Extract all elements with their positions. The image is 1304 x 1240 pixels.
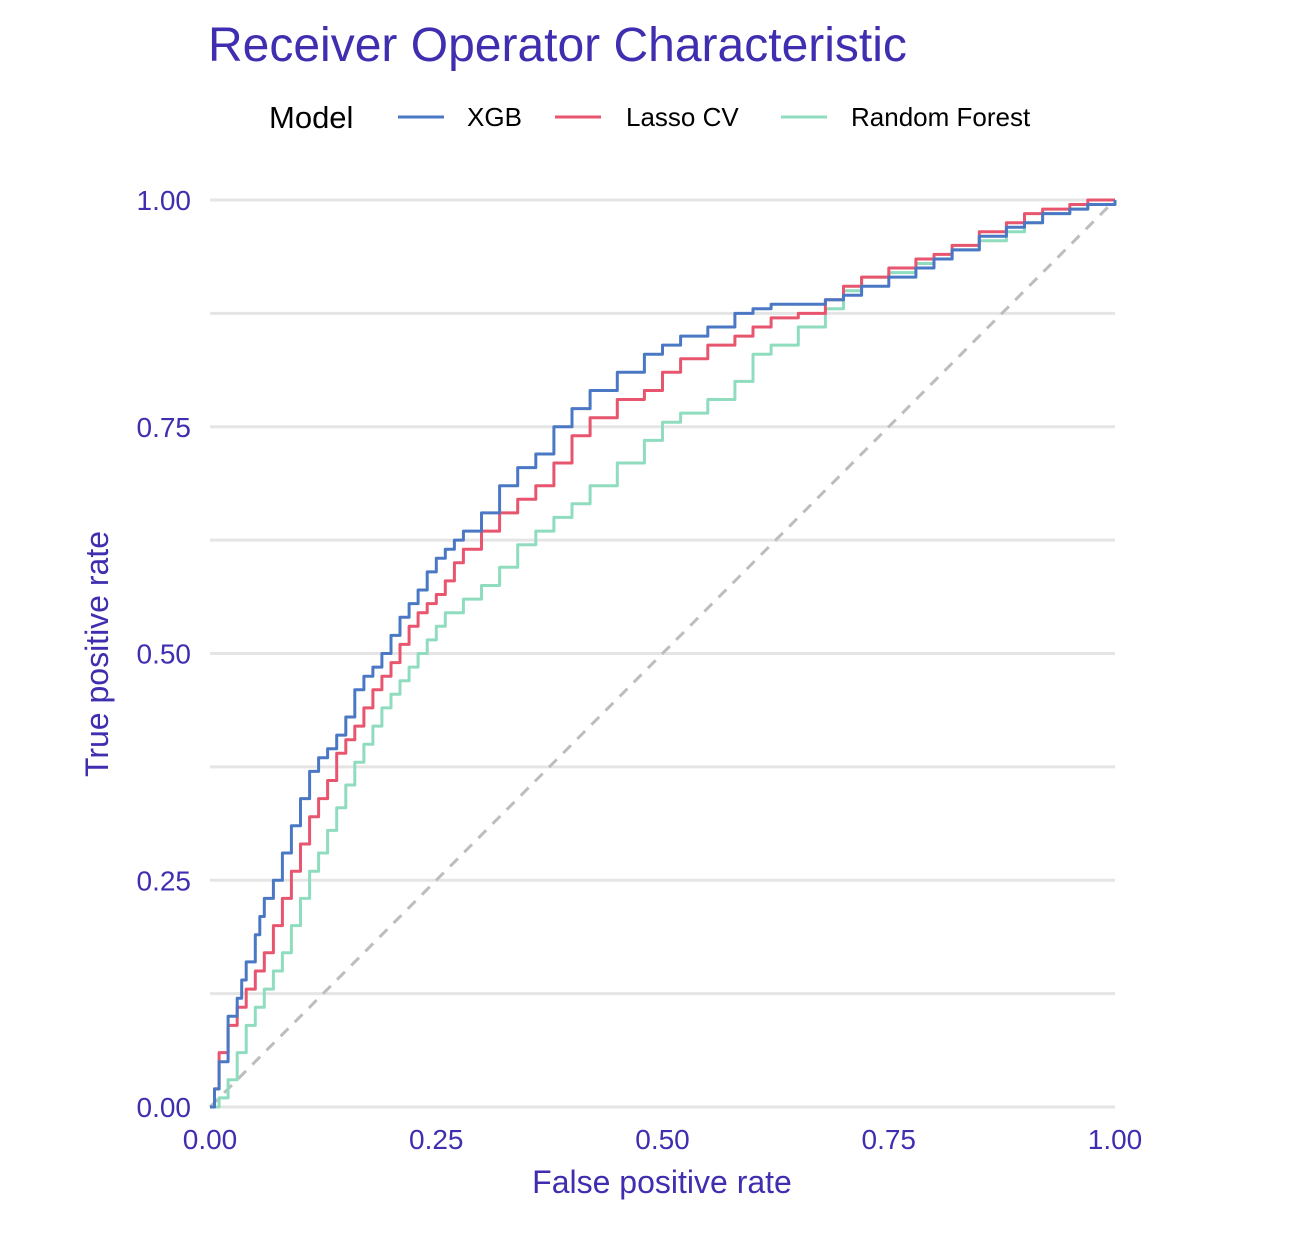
y-tick-label: 0.00 [137, 1092, 192, 1123]
x-tick-label: 0.75 [862, 1124, 917, 1155]
chart-title: Receiver Operator Characteristic [208, 19, 907, 72]
y-tick-label: 1.00 [137, 185, 192, 216]
y-tick-label: 0.25 [137, 865, 192, 896]
x-tick-label: 0.00 [183, 1124, 238, 1155]
x-axis-label: False positive rate [532, 1164, 792, 1200]
y-tick-label: 0.75 [137, 412, 192, 443]
x-tick-label: 1.00 [1088, 1124, 1143, 1155]
reference-line-layer [208, 198, 1117, 1109]
legend-title: Model [269, 100, 353, 135]
legend-label-xgb: XGB [467, 102, 522, 132]
series-lines [210, 198, 1117, 1109]
y-ticks: 0.00 0.25 0.50 0.75 1.00 [137, 185, 192, 1123]
x-tick-label: 0.50 [635, 1124, 690, 1155]
series-line-lasso-cv [210, 198, 1115, 1109]
x-ticks: 0.00 0.25 0.50 0.75 1.00 [183, 1124, 1143, 1155]
series-line-xgb [210, 200, 1117, 1109]
legend-label-random-forest: Random Forest [851, 102, 1031, 132]
x-tick-label: 0.25 [409, 1124, 464, 1155]
y-tick-label: 0.50 [137, 639, 192, 670]
legend-label-lasso-cv: Lasso CV [626, 102, 739, 132]
diagonal-reference-line [208, 198, 1117, 1109]
y-axis-label: True positive rate [79, 531, 115, 777]
legend: Model XGB Lasso CV Random Forest [269, 100, 1031, 135]
